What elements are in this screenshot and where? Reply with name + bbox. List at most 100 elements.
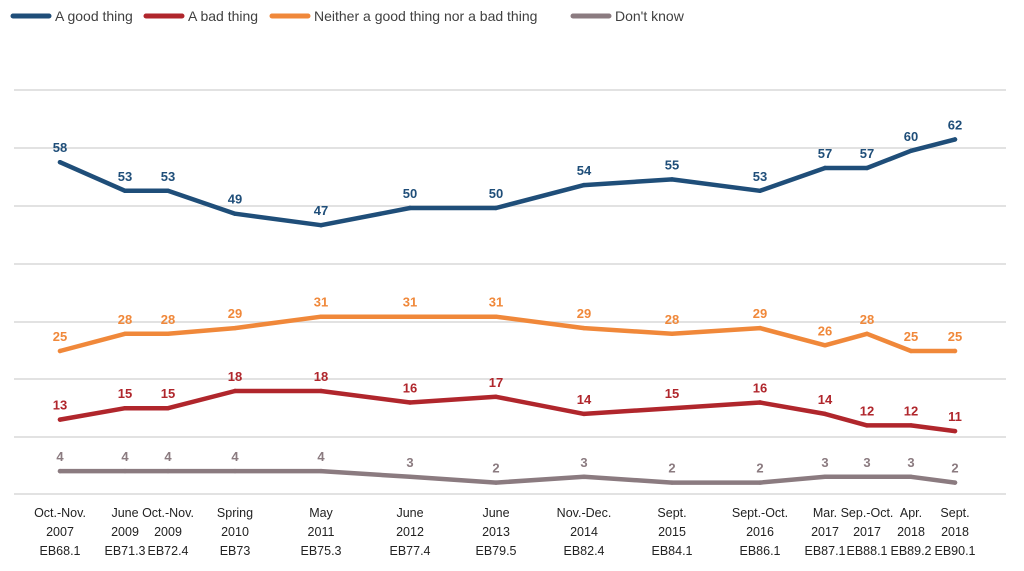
data-label: 57 — [818, 146, 832, 161]
data-label: 4 — [56, 449, 64, 464]
data-label: 17 — [489, 375, 503, 390]
x-tick-label: Nov.-Dec. 2014 EB82.4 — [557, 506, 612, 558]
data-label: 12 — [904, 403, 918, 418]
data-point — [493, 480, 499, 485]
data-point — [122, 406, 128, 411]
data-label: 11 — [948, 409, 962, 424]
data-label: 14 — [577, 392, 592, 407]
data-point — [57, 160, 63, 165]
series-line — [57, 314, 958, 354]
data-point — [493, 205, 499, 211]
data-label: 60 — [904, 129, 918, 144]
data-label: 29 — [577, 306, 591, 321]
data-label: 3 — [907, 455, 914, 470]
data-label: 4 — [317, 449, 325, 464]
x-tick-label: Oct.-Nov. 2009 EB72.4 — [142, 506, 194, 558]
data-label: 29 — [228, 306, 242, 321]
data-label: 28 — [860, 312, 874, 327]
series-line — [57, 468, 958, 485]
data-point — [318, 388, 324, 394]
data-label: 58 — [53, 140, 67, 155]
data-point — [822, 165, 828, 171]
data-point — [908, 423, 914, 428]
data-label: 50 — [489, 186, 503, 201]
data-point — [318, 468, 324, 474]
data-point — [232, 325, 238, 331]
data-point — [757, 188, 763, 193]
data-point — [952, 480, 958, 485]
data-label: 13 — [53, 398, 67, 413]
data-point — [757, 480, 763, 485]
data-label: 15 — [118, 386, 132, 401]
data-label: 18 — [314, 369, 328, 384]
data-point — [232, 211, 238, 216]
data-label: 53 — [753, 169, 767, 184]
data-point — [864, 165, 870, 171]
data-label: 25 — [53, 329, 67, 344]
data-point — [581, 474, 587, 479]
data-point — [669, 480, 675, 485]
data-label: 18 — [228, 369, 242, 384]
x-tick-label: June 2009 EB71.3 — [104, 506, 145, 558]
data-point — [122, 468, 128, 474]
data-point — [581, 325, 587, 331]
data-point — [757, 400, 763, 405]
data-point — [908, 148, 914, 153]
data-point — [864, 423, 870, 428]
data-point — [57, 468, 63, 474]
data-point — [822, 343, 828, 348]
data-label: 14 — [818, 392, 833, 407]
series-line — [57, 137, 958, 228]
data-point — [57, 417, 63, 422]
data-label: 3 — [580, 455, 587, 470]
data-point — [908, 348, 914, 354]
data-point — [318, 223, 324, 228]
x-tick-label: June 2013 EB79.5 — [475, 506, 516, 558]
data-point — [822, 474, 828, 479]
data-point — [232, 468, 238, 474]
gridlines — [14, 89, 1006, 495]
x-tick-label: May 2011 EB75.3 — [300, 506, 341, 558]
data-label: 31 — [489, 295, 503, 310]
x-tick-label: Apr. 2018 EB89.2 — [890, 506, 931, 558]
legend-label: Don't know — [615, 8, 685, 24]
data-label: 47 — [314, 203, 328, 218]
data-label: 50 — [403, 186, 417, 201]
data-label: 25 — [948, 329, 962, 344]
data-label: 62 — [948, 117, 962, 132]
data-label: 31 — [403, 295, 417, 310]
data-label: 25 — [904, 329, 918, 344]
legend: A good thing A bad thing Neither a good th… — [10, 8, 685, 24]
data-label: 29 — [753, 306, 767, 321]
x-tick-label: Oct.-Nov. 2007 EB68.1 — [34, 506, 86, 558]
data-label: 4 — [164, 449, 172, 464]
data-point — [165, 468, 171, 474]
data-label: 28 — [118, 312, 132, 327]
x-axis-tick-labels: Oct.-Nov. 2007 EB68.1 June 2009 EB71.3Oct.-No… — [34, 506, 975, 558]
data-point — [669, 406, 675, 411]
data-label: 57 — [860, 146, 874, 161]
data-label: 3 — [821, 455, 828, 470]
x-tick-label: Spring 2010 EB73 — [217, 506, 253, 558]
legend-label: A bad thing — [188, 8, 258, 24]
data-label: 4 — [231, 449, 239, 464]
data-label: 3 — [406, 455, 413, 470]
data-label: 55 — [665, 157, 679, 172]
data-label: 2 — [951, 461, 958, 476]
data-label: 28 — [161, 312, 175, 327]
x-tick-label: Mar. 2017 EB87.1 — [804, 506, 845, 558]
data-label: 53 — [161, 169, 175, 184]
data-point — [493, 314, 499, 319]
data-label: 4 — [121, 449, 129, 464]
data-point — [122, 188, 128, 193]
data-point — [669, 177, 675, 182]
data-label: 2 — [668, 461, 675, 476]
x-tick-label: Sept. 2015 EB84.1 — [651, 506, 692, 558]
data-point — [122, 331, 128, 336]
series-lines — [57, 137, 958, 485]
data-label: 31 — [314, 295, 328, 310]
data-point — [757, 325, 763, 331]
x-tick-label: Sept.-Oct. 2016 EB86.1 — [732, 506, 788, 558]
data-label: 53 — [118, 169, 132, 184]
data-point — [232, 388, 238, 394]
